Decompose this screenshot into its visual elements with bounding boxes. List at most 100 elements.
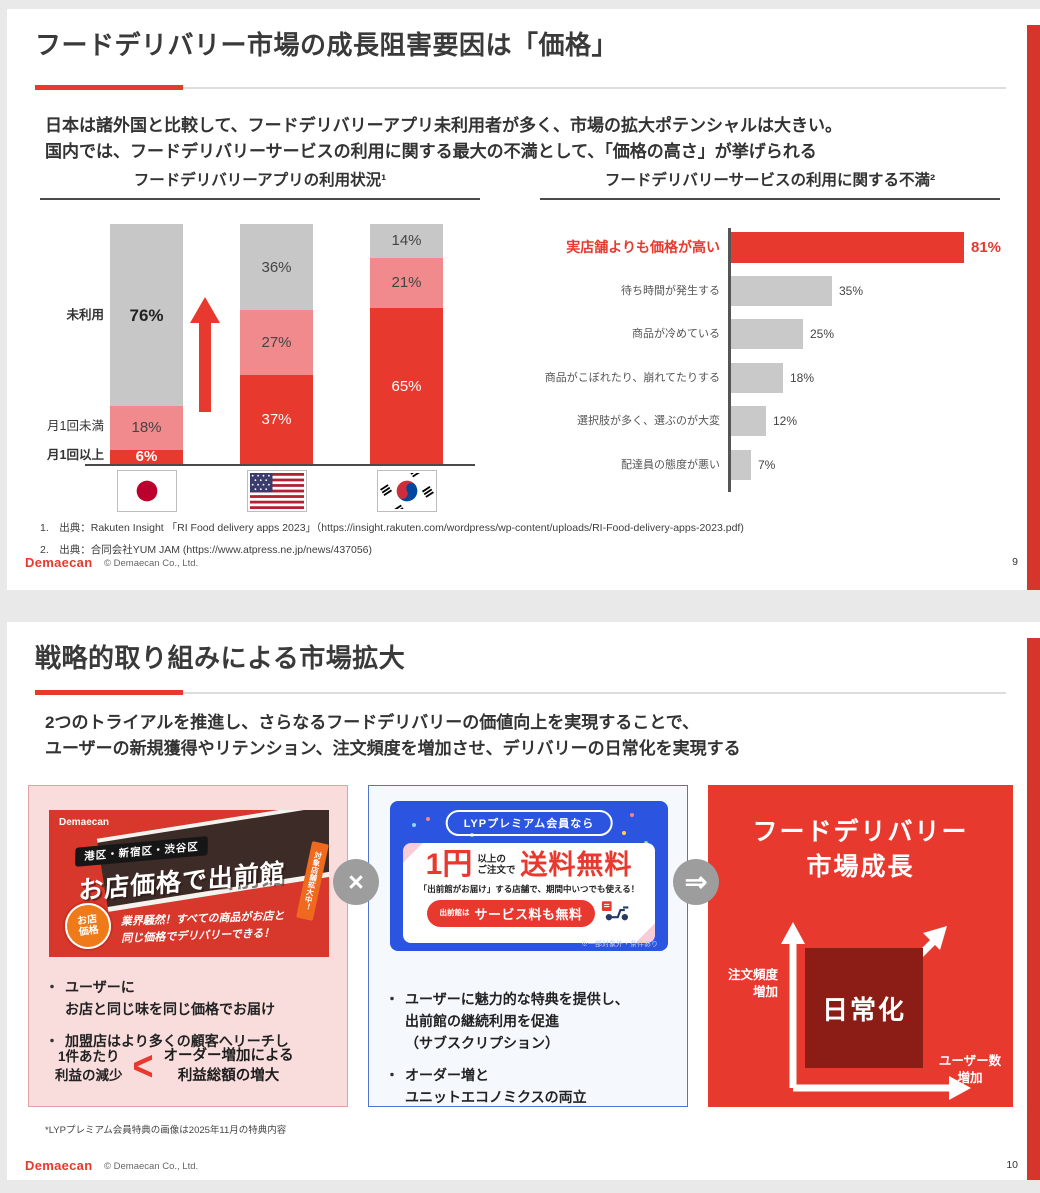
complaint-bar: [731, 232, 964, 263]
service-prefix: 出前館は: [439, 908, 470, 918]
usage-chart: 76% 18% 6% 36% 27% 37% 14% 21% 65% 未利用 月1回未満 月1回以上: [40, 214, 500, 524]
market-growth-title: フードデリバリー 市場成長: [752, 818, 969, 881]
y-axis-label: 注文頻度 増加: [727, 968, 778, 999]
complaint-bar: [731, 449, 751, 480]
service-fee-pill: 出前館は サービス料も無料: [427, 900, 595, 927]
slide2-intro: 2つのトライアルを推進し、さらなるフードデリバリーの価値向上を実現することで、 …: [45, 713, 741, 758]
ad-slogan: 業界騒然！すべての商品がお店と 同じ価格でデリバリーできる！: [120, 910, 285, 945]
usage-value-label: 21%: [391, 274, 422, 292]
flag-us-icon: [246, 470, 307, 512]
page-number: 10: [1006, 1159, 1018, 1171]
lyp-member-pill: LYPプレミアム会員なら: [445, 810, 613, 836]
slide-2: 戦略的取り組みによる市場拡大 2つのトライアルを推進し、さらなるフードデリバリー…: [7, 622, 1040, 1180]
offer-condition: 「出前館がお届け」する店舗で、期間中いつでも使える！: [418, 884, 640, 894]
demaecan-logo: Demaecan: [25, 555, 93, 570]
usage-value-label: 14%: [391, 232, 422, 250]
free-shipping-text: 送料無料: [520, 849, 633, 880]
x-axis-line: [85, 464, 475, 466]
usage-value-label: 36%: [261, 258, 292, 276]
bullet-item: ユーザーに魅力的な特典を提供し、 出前館の継続利用を促進 （サブスクリプション）: [383, 988, 679, 1054]
title-divider: [35, 85, 1006, 90]
complaint-category-label: 商品が冷めている: [632, 328, 720, 340]
red-edge-stripe: [1027, 25, 1040, 590]
footnote: 2. 出典：合同会社YUM JAM (https://www.atpress.n…: [40, 544, 373, 556]
red-edge-stripe: [1027, 638, 1040, 1180]
price-text: 1円: [425, 848, 473, 881]
fine-print: ※一部対象外・条件あり: [581, 941, 658, 948]
service-fee-row: 出前館は サービス料も無料: [403, 900, 655, 927]
complaint-value-label: 12%: [773, 414, 798, 428]
bullet-item: オーダー増と ユニットエコノミクスの両立: [383, 1064, 679, 1108]
complaint-value-label: 18%: [790, 370, 815, 385]
footnote: 1. 出典：Rakuten Insight 「RI Food delivery …: [40, 522, 744, 534]
complaint-category-label: 待ち時間が発生する: [621, 284, 720, 297]
slide-1: フードデリバリー市場の成長阻害要因は「価格」 日本は諸外国と比較して、フードデリ…: [7, 9, 1040, 590]
x-axis-label: ユーザー数 増加: [938, 1054, 1002, 1085]
footnotes: 1. 出典：Rakuten Insight 「RI Food delivery …: [40, 517, 744, 561]
title-divider: [35, 690, 1006, 695]
usage-bar-segment: 18%: [110, 406, 183, 450]
usage-value-label: 65%: [391, 377, 422, 395]
panel1-bullets: ユーザーに お店と同じ味を同じ価格でお届け加盟店はより多くの顧客へリーチし: [43, 976, 339, 1062]
bullet-item: 加盟店はより多くの顧客へリーチし: [43, 1030, 339, 1052]
store-price-ad-banner: Demaecan 港区・新宿区・渋谷区 お店価格で出前館 対象店舗拡大中！ お店…: [49, 810, 329, 957]
double-arrow-icon: ⇒: [673, 859, 719, 905]
usage-bar-segment: 37%: [240, 375, 313, 464]
divider-accent: [35, 85, 183, 90]
offer-headline: 1円 以上の ご注文で 送料無料: [403, 850, 655, 880]
complaint-bar: [731, 406, 766, 436]
complaint-category-label: 選択肢が多く、選ぶのが大変: [577, 415, 720, 427]
complaint-value-label: 25%: [810, 327, 835, 341]
growth-up-arrow-icon: [190, 297, 220, 412]
profit-comparison: 1件あたり 利益の減少 < オーダー増加による 利益総額の増大: [55, 1041, 294, 1089]
slide2-footnote: *LYPプレミアム会員特典の画像は2025年11月の特典内容: [45, 1125, 287, 1136]
usage-bar-segment: 76%: [110, 224, 183, 407]
service-label: サービス料も無料: [474, 907, 583, 922]
complaint-category-label: 商品がこぼれたり、崩れてたりする: [544, 371, 720, 384]
complaint-category-label: 実店舗よりも価格が高い: [566, 239, 720, 255]
confetti-decoration: [426, 817, 430, 821]
bullet-item: ユーザーに お店と同じ味を同じ価格でお届け: [43, 976, 339, 1020]
lyp-premium-ad-banner: LYPプレミアム会員なら 1円 以上の ご注文で 送料無料 「出前館がお届け」す…: [390, 801, 668, 951]
price-qualifier: 以上の ご注文で: [477, 853, 516, 876]
demaecan-logo: Demaecan: [25, 1158, 93, 1173]
usage-bar-segment: 6%: [110, 448, 183, 466]
complaint-bar: [731, 319, 803, 349]
daily-use-box: 日常化: [805, 948, 923, 1068]
complaint-bar: [731, 362, 783, 393]
y-axis-line: [728, 228, 731, 492]
usage-value-label: 76%: [129, 305, 164, 325]
less-than-icon: <: [132, 1041, 154, 1089]
panel2-bullets: ユーザーに魅力的な特典を提供し、 出前館の継続利用を促進 （サブスクリプション）…: [383, 988, 679, 1118]
flag-kr-icon: [376, 470, 437, 512]
flag-jp-icon: [116, 470, 177, 512]
usage-value-label: 6%: [135, 448, 158, 466]
complaint-value-label: 7%: [758, 457, 776, 472]
panel-subscription-trial: LYPプレミアム会員なら 1円 以上の ご注文で 送料無料 「出前館がお届け」す…: [368, 785, 688, 1107]
complaint-chart: 実店舗よりも価格が高い 81% 待ち時間が発生する 35% 商品が冷めている 25% 商品が…: [540, 214, 1018, 514]
complaint-category-label: 配達員の態度が悪い: [621, 458, 720, 471]
usage-value-label: 18%: [131, 419, 162, 437]
usage-value-label: 27%: [261, 334, 292, 352]
panel-market-growth: フードデリバリー 市場成長 日常化 注文頻度 増加 ユーザー数 増加: [708, 785, 1013, 1107]
copyright: © Demaecan Co., Ltd.: [104, 1161, 199, 1172]
usage-value-label: 37%: [261, 411, 292, 429]
usage-chart-title: フードデリバリーアプリの利用状況¹: [40, 171, 480, 200]
divider-accent: [35, 690, 183, 695]
slide1-intro: 日本は諸外国と比較して、フードデリバリーアプリ未利用者が多く、市場の拡大ポテンシ…: [45, 116, 842, 161]
offer-card: 1円 以上の ご注文で 送料無料 「出前館がお届け」する店舗で、期間中いつでも使…: [403, 843, 655, 943]
growth-axes-diagram: [781, 922, 971, 1100]
usage-bar-segment: 65%: [370, 308, 443, 464]
comparison-right: オーダー増加による 利益総額の増大: [163, 1048, 294, 1084]
usage-bar-segment: 21%: [370, 257, 443, 308]
usage-row-label: 未利用: [66, 308, 104, 322]
usage-bar-segment: 36%: [240, 224, 313, 311]
slide1-title: フードデリバリー市場の成長阻害要因は「価格」: [35, 30, 619, 60]
usage-bar-segment: 14%: [370, 224, 443, 258]
page-number: 9: [1012, 556, 1018, 568]
copyright: © Demaecan Co., Ltd.: [104, 558, 199, 569]
complaint-value-label: 35%: [839, 283, 864, 298]
complaint-chart-title: フードデリバリーサービスの利用に関する不満²: [540, 171, 1000, 200]
slide2-title: 戦略的取り組みによる市場拡大: [35, 643, 406, 673]
